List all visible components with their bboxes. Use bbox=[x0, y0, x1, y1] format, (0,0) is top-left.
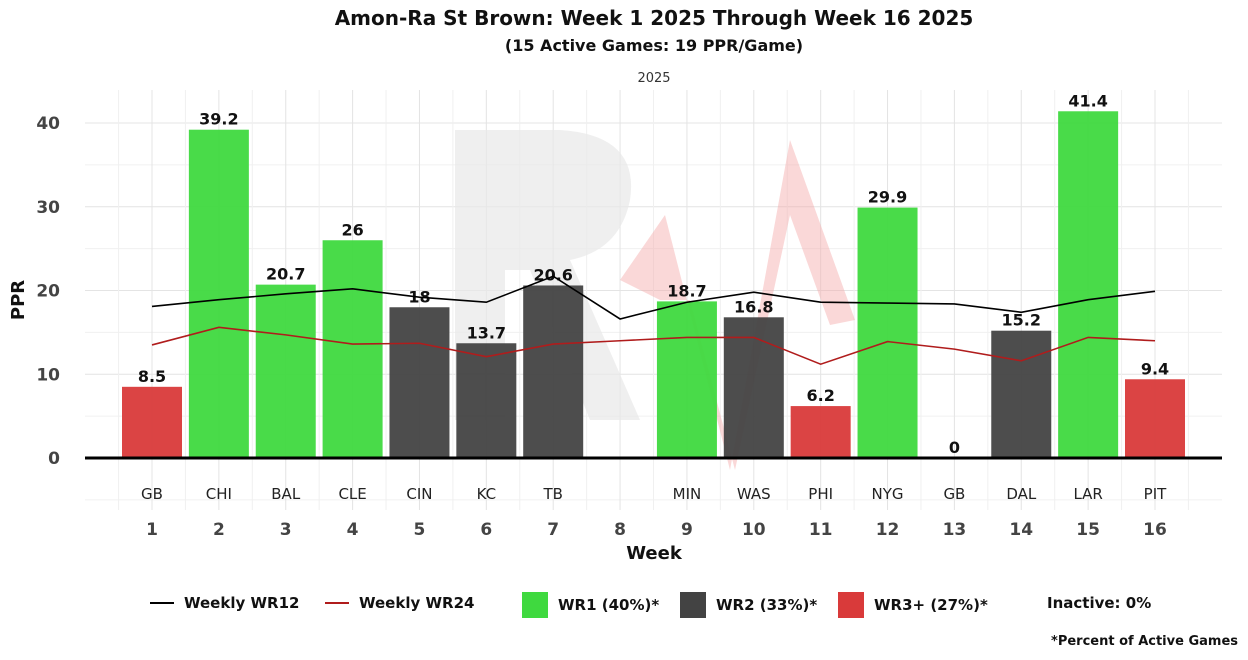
bar-value-label: 9.4 bbox=[1141, 359, 1169, 378]
legend-item-wr2: WR2 (33%)* bbox=[680, 592, 817, 618]
legend-item-inactive: Inactive: 0% bbox=[1047, 594, 1151, 612]
x-tick-label: 7 bbox=[547, 520, 559, 540]
bar bbox=[456, 343, 517, 458]
x-tick-label: 8 bbox=[614, 520, 626, 540]
x-tick-label: 15 bbox=[1076, 520, 1100, 540]
opponent-label: NYG bbox=[872, 485, 904, 503]
opponent-label: DAL bbox=[1006, 485, 1037, 503]
bar-value-label: 41.4 bbox=[1068, 91, 1107, 110]
legend-label: WR3+ (27%)* bbox=[874, 596, 988, 614]
facet-label: 2025 bbox=[637, 71, 671, 86]
legend-swatch bbox=[325, 602, 349, 604]
legend-swatch bbox=[522, 592, 548, 618]
opponent-label: PHI bbox=[808, 485, 833, 503]
bar bbox=[122, 386, 182, 458]
chart-plot: 8.539.220.7261813.720.618.716.86.229.901… bbox=[8, 90, 1222, 564]
legend-label: Inactive: 0% bbox=[1047, 594, 1152, 612]
y-tick-label: 0 bbox=[48, 449, 60, 469]
bar-value-label: 6.2 bbox=[806, 386, 834, 405]
opponent-label: PIT bbox=[1144, 485, 1167, 503]
opponent-label: WAS bbox=[737, 485, 771, 503]
x-tick-label: 11 bbox=[809, 520, 833, 540]
opponent-label: BAL bbox=[271, 485, 301, 503]
series-line-weekly-wr24 bbox=[151, 326, 1156, 366]
opponent-label: MIN bbox=[673, 485, 702, 503]
bar bbox=[656, 301, 717, 458]
legend-label: WR1 (40%)* bbox=[558, 596, 660, 614]
legend-item-wr24: Weekly WR24 bbox=[325, 594, 474, 612]
legend-item-wr12: Weekly WR12 bbox=[150, 594, 299, 612]
watermark-arrow-logo bbox=[620, 140, 855, 470]
opponent-label: KC bbox=[477, 485, 497, 503]
bar-value-label: 20.7 bbox=[266, 265, 305, 284]
bar-value-label: 8.5 bbox=[138, 367, 166, 386]
legend-label: WR2 (33%)* bbox=[716, 596, 818, 614]
opponent-label: GB bbox=[141, 485, 163, 503]
opponent-label: CHI bbox=[206, 485, 232, 503]
legend: Weekly WR12 Weekly WR24 WR1 (40%)* WR2 (… bbox=[0, 592, 1248, 618]
x-tick-label: 3 bbox=[280, 520, 292, 540]
x-tick-label: 9 bbox=[681, 520, 693, 540]
bar bbox=[188, 129, 249, 458]
x-tick-label: 5 bbox=[414, 520, 426, 540]
x-tick-label: 2 bbox=[213, 520, 225, 540]
opponent-label: GB bbox=[943, 485, 965, 503]
legend-swatch bbox=[838, 592, 864, 618]
bar-value-label: 0 bbox=[949, 438, 960, 457]
bar bbox=[322, 240, 383, 458]
y-tick-label: 30 bbox=[36, 198, 60, 218]
y-tick-label: 20 bbox=[36, 282, 60, 302]
x-tick-label: 12 bbox=[876, 520, 900, 540]
opponent-label: CIN bbox=[406, 485, 432, 503]
x-tick-label: 16 bbox=[1143, 520, 1167, 540]
bar bbox=[991, 330, 1052, 458]
legend-item-wr3: WR3+ (27%)* bbox=[838, 592, 988, 618]
x-tick-label: 6 bbox=[480, 520, 492, 540]
bar-value-label: 16.8 bbox=[734, 297, 773, 316]
bar bbox=[523, 285, 584, 458]
legend-label: Weekly WR24 bbox=[359, 594, 475, 612]
bar-value-label: 29.9 bbox=[868, 188, 907, 207]
bar bbox=[857, 207, 918, 458]
bar bbox=[389, 307, 450, 458]
footnote: *Percent of Active Games bbox=[1051, 634, 1238, 649]
y-tick-label: 10 bbox=[36, 365, 60, 385]
bar bbox=[723, 317, 784, 458]
chart-title: Amon-Ra St Brown: Week 1 2025 Through We… bbox=[334, 6, 974, 30]
legend-label: Weekly WR12 bbox=[184, 594, 300, 612]
opponent-label: CLE bbox=[338, 485, 366, 503]
x-tick-label: 10 bbox=[742, 520, 766, 540]
x-tick-label: 4 bbox=[347, 520, 359, 540]
x-axis-title: Week bbox=[626, 543, 683, 564]
x-tick-label: 13 bbox=[943, 520, 967, 540]
bar-value-label: 18.7 bbox=[667, 281, 706, 300]
bar bbox=[790, 406, 851, 458]
series-line-weekly-wr12 bbox=[151, 275, 1156, 320]
x-tick-label: 14 bbox=[1009, 520, 1033, 540]
legend-swatch bbox=[680, 592, 706, 618]
opponent-label: TB bbox=[542, 485, 562, 503]
y-axis-title: PPR bbox=[8, 280, 29, 320]
bar-value-label: 39.2 bbox=[199, 110, 238, 129]
legend-swatch bbox=[150, 602, 174, 604]
y-tick-label: 40 bbox=[36, 114, 60, 134]
bar bbox=[1058, 111, 1119, 459]
legend-item-wr1: WR1 (40%)* bbox=[522, 592, 659, 618]
bar bbox=[255, 284, 316, 458]
bar bbox=[1125, 379, 1185, 458]
bar-value-label: 15.2 bbox=[1002, 311, 1041, 330]
opponent-label: LAR bbox=[1073, 485, 1102, 503]
x-tick-label: 1 bbox=[146, 520, 158, 540]
chart-subtitle: (15 Active Games: 19 PPR/Game) bbox=[504, 36, 804, 55]
bar-value-label: 26 bbox=[341, 220, 363, 239]
bar-value-label: 13.7 bbox=[467, 323, 506, 342]
